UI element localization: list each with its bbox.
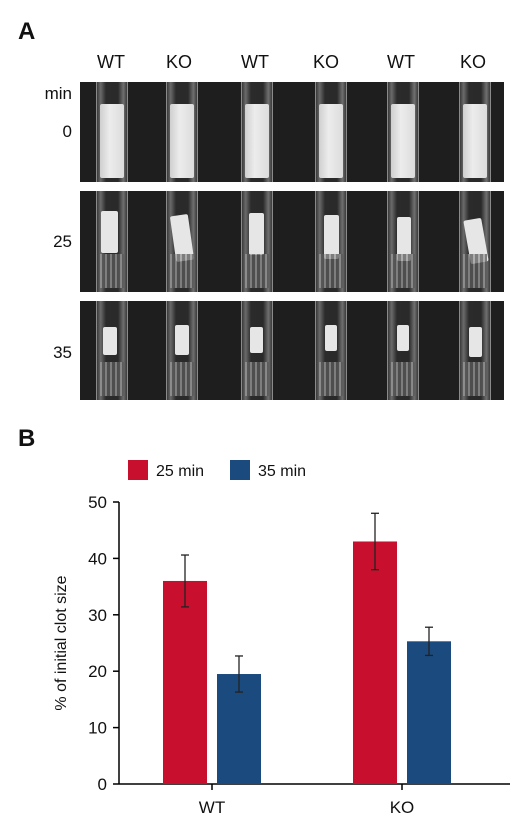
legend-35-min: 35 min xyxy=(230,460,306,481)
legend-swatch-35-min xyxy=(230,460,250,480)
y-axis-label: % of initial clot size xyxy=(53,575,70,710)
time-label-0: 0 xyxy=(62,122,72,141)
panel-a-letter: A xyxy=(18,18,36,45)
column-label-ko-3: KO xyxy=(459,52,486,72)
y-tick-label-30: 30 xyxy=(88,606,107,625)
clot-photo-0-min xyxy=(80,82,504,182)
time-label-25: 25 xyxy=(53,232,72,251)
y-tick-label-40: 40 xyxy=(88,549,107,568)
legend-label-35-min: 35 min xyxy=(258,463,307,480)
column-label-ko-2: KO xyxy=(312,52,339,72)
bar-wt-35-min xyxy=(217,674,261,784)
column-label-ko-1: KO xyxy=(165,52,192,72)
clot-photo-25-min xyxy=(80,191,504,292)
unit-label-min: min xyxy=(44,84,72,103)
clot-photo-35-min xyxy=(80,301,504,400)
bar-wt-25-min xyxy=(163,580,207,784)
legend-25-min: 25 min xyxy=(128,460,204,481)
panel-b-letter: B xyxy=(18,425,36,452)
column-label-wt-3: WT xyxy=(387,52,415,72)
x-tick-label-wt: WT xyxy=(199,798,225,817)
column-label-wt-1: WT xyxy=(97,52,125,72)
y-tick-label-10: 10 xyxy=(88,719,107,738)
y-tick-label-20: 20 xyxy=(88,662,107,681)
column-label-wt-2: WT xyxy=(241,52,269,72)
time-label-35: 35 xyxy=(53,343,72,362)
bar-ko-35-min xyxy=(407,641,451,784)
legend-swatch-25-min xyxy=(128,460,148,480)
y-tick-label-50: 50 xyxy=(88,493,107,512)
y-tick-label-0: 0 xyxy=(98,775,107,794)
legend-label-25-min: 25 min xyxy=(156,463,205,480)
bar-ko-25-min xyxy=(353,541,397,784)
x-tick-label-ko: KO xyxy=(390,798,415,817)
